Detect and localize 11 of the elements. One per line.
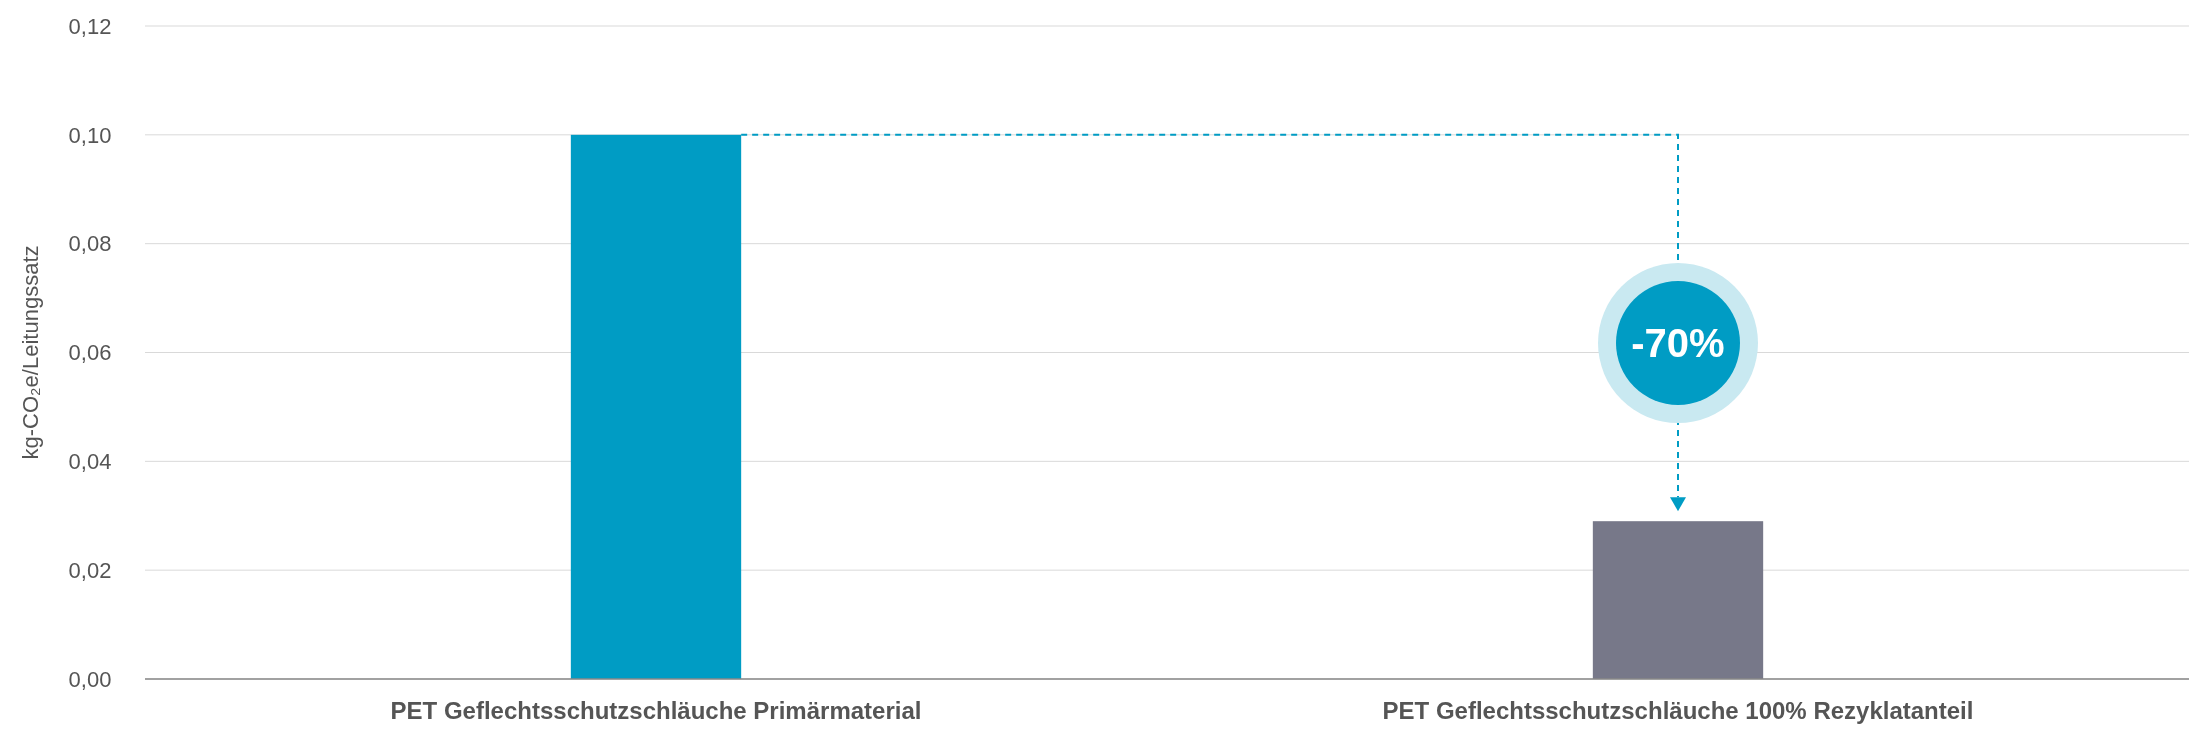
y-tick-label: 0,06 bbox=[68, 340, 112, 366]
y-tick-label: 0,12 bbox=[68, 13, 112, 39]
y-tick-label: 0,10 bbox=[68, 122, 112, 148]
x-tick-label: PET Geflechtsschutzschläuche Primärmaterial bbox=[390, 697, 922, 724]
annotation: -70% bbox=[1631, 321, 1725, 366]
y-tick-label: 0,00 bbox=[68, 666, 112, 692]
y-axis-title: kg-CO₂e/Leitungssatz bbox=[18, 245, 43, 460]
y-tick-label: 0,08 bbox=[68, 231, 112, 257]
y-tick-label: 0,04 bbox=[68, 449, 112, 475]
y-tick-label: 0,02 bbox=[68, 557, 112, 583]
x-tick-label: PET Geflechtsschutzschläuche 100% Rezyklatanteil bbox=[1382, 697, 1974, 724]
